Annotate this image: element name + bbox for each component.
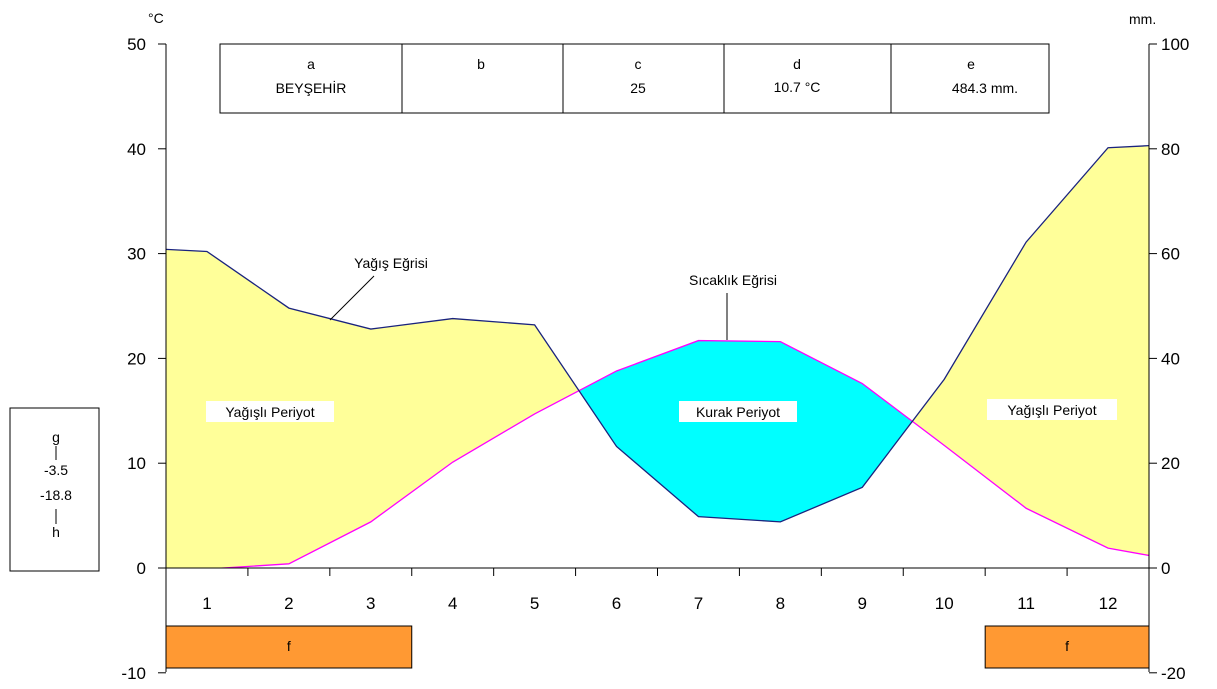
right-tick-label: 0 [1161,559,1170,578]
info-value-d: 10.7 °C [774,79,821,95]
month-label: 4 [448,594,457,613]
month-label: 7 [694,594,703,613]
temperature-curve [213,339,1149,568]
frost-period-label: f [287,638,291,654]
left-tick-label: 10 [127,454,146,473]
left-unit-label: °C [148,10,164,26]
curve-annotations: Yağış Eğrisi Sıcaklık Eğrisi [329,255,777,340]
curves [166,145,1149,568]
period-label-bg-1 [206,401,334,422]
period-fills [166,145,1149,568]
month-label: 9 [858,594,867,613]
info-table: a BEYŞEHİR b c 25 d 10.7 °C e 484.3 mm. [219,43,1050,114]
frost-period-bar [984,625,1150,669]
info-value-c: 25 [630,80,646,96]
wet-period-area [912,145,1149,556]
period-label-2: Kurak Periyot [696,404,780,420]
period-label-bg-3 [987,399,1117,420]
left-tick-label: -10 [121,664,146,683]
temp-curve-label: Sıcaklık Eğrisi [689,272,777,288]
precip-curve-pointer [329,275,375,321]
side-box-value-2: -18.8 [40,487,72,503]
left-tick-label: 20 [127,349,146,368]
side-box-value-1: -3.5 [44,462,68,478]
dry-period-area [579,340,913,522]
info-letter-c: c [635,56,642,72]
right-tick-label: 60 [1161,245,1180,264]
left-ticks: 50 40 30 20 10 0 -10 [121,35,166,683]
left-tick-label: 30 [127,245,146,264]
side-box-frame [9,407,100,572]
info-value-a: BEYŞEHİR [276,79,347,96]
info-letter-d: d [793,56,801,72]
period-label-1: Yağışlı Periyot [225,404,314,420]
left-tick-label: 40 [127,140,146,159]
month-label: 10 [935,594,954,613]
right-ticks: 100 80 60 40 20 0 -20 [1149,35,1189,683]
right-tick-label: -20 [1161,664,1186,683]
info-table-frame [219,43,1050,114]
wet-period-area [166,249,579,568]
month-ticks: 1 2 3 4 5 6 7 8 9 10 11 12 [165,568,1150,613]
precip-curve-label: Yağış Eğrisi [354,255,428,271]
left-tick-label: 0 [137,559,146,578]
month-label: 5 [530,594,539,613]
right-tick-label: 100 [1161,35,1189,54]
side-box: g -3.5 -18.8 h [9,407,100,572]
right-unit-label: mm. [1129,11,1156,27]
month-label: 11 [1017,594,1035,613]
period-labels: Yağışlı Periyot Kurak Periyot Yağışlı Pe… [206,399,1117,422]
frost-period-label: f [1065,638,1069,654]
month-label: 2 [284,594,293,613]
right-tick-label: 20 [1161,454,1180,473]
left-tick-label: 50 [127,35,146,54]
month-label: 3 [366,594,375,613]
info-value-e: 484.3 mm. [952,80,1018,96]
side-box-bottom-letter: h [52,524,60,540]
info-letter-e: e [967,56,975,72]
period-label-3: Yağışlı Periyot [1007,402,1096,418]
frost-period-bar [165,625,413,669]
side-box-top-letter: g [52,429,60,445]
info-letter-a: a [307,56,315,72]
month-label: 12 [1099,594,1118,613]
period-label-bg-2 [679,401,797,422]
right-tick-label: 40 [1161,349,1180,368]
month-label: 1 [202,594,211,613]
month-label: 8 [776,594,785,613]
month-label: 6 [612,594,621,613]
precipitation-curve [166,145,1149,523]
right-tick-label: 80 [1161,140,1180,159]
info-letter-b: b [477,56,485,72]
